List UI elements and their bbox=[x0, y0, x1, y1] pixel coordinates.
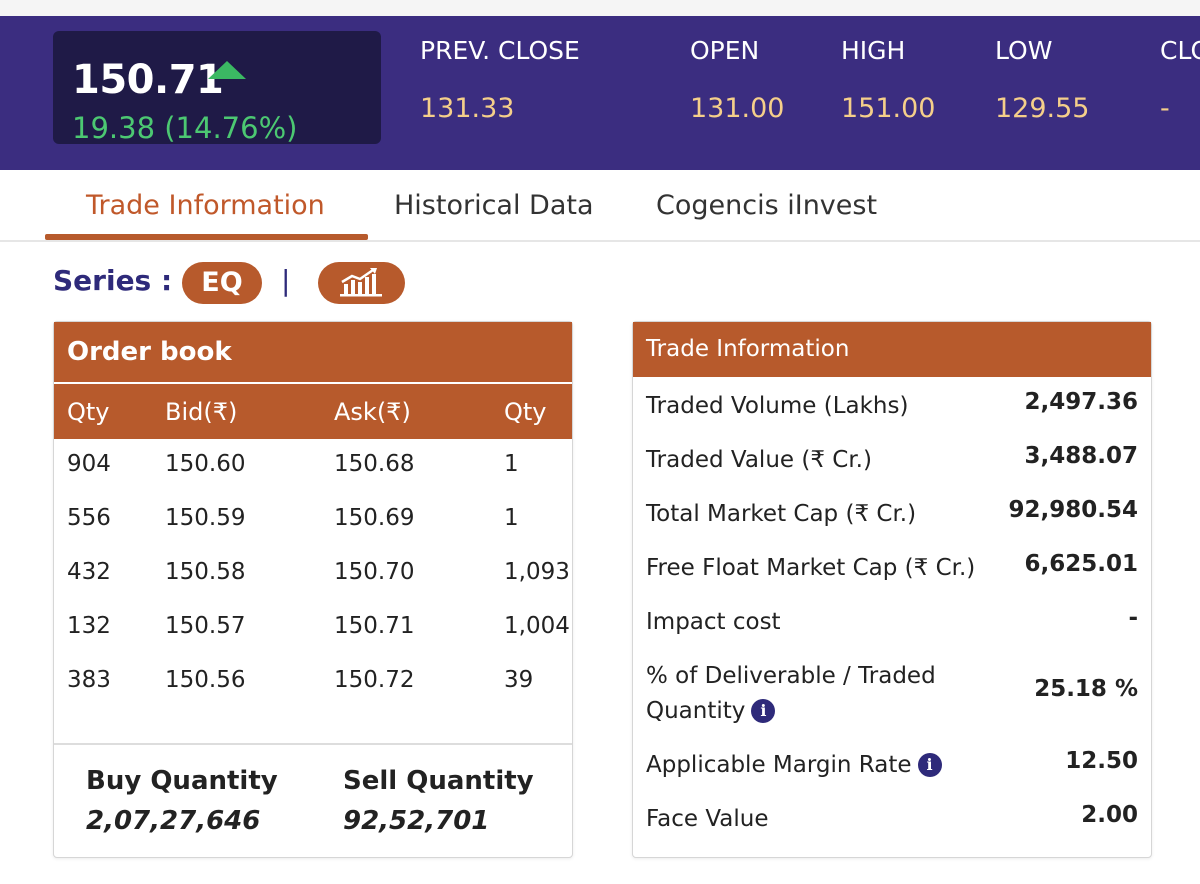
bid-qty: 556 bbox=[67, 505, 111, 531]
bid-qty: 383 bbox=[67, 667, 111, 693]
tab-bar: Trade Information Historical Data Cogenc… bbox=[0, 170, 1200, 242]
trade-info-value: 2.00 bbox=[1081, 802, 1138, 828]
bid-price: 150.60 bbox=[165, 451, 246, 477]
stat-open: OPEN 131.00 bbox=[690, 36, 784, 124]
order-book-title: Order book bbox=[54, 322, 572, 384]
order-book-divider bbox=[54, 743, 572, 745]
trade-info-row: Applicable Margin Rate i 12.50 bbox=[633, 736, 1151, 790]
stat-label: PREV. CLOSE bbox=[420, 36, 580, 65]
order-book-row: 556 150.59 150.69 1 bbox=[54, 493, 572, 547]
order-book-row: 432 150.58 150.70 1,093 bbox=[54, 547, 572, 601]
trade-info-row: Traded Volume (Lakhs) 2,497.36 bbox=[633, 377, 1151, 431]
sell-quantity-label: Sell Quantity bbox=[343, 766, 534, 796]
ask-qty: 39 bbox=[504, 667, 534, 693]
last-price: 150.71 bbox=[72, 57, 224, 103]
column-header-bid: Bid(₹) bbox=[165, 398, 238, 426]
quote-header: 150.71 19.38 (14.76%) PREV. CLOSE 131.33… bbox=[0, 16, 1200, 170]
trade-info-label: Total Market Cap (₹ Cr.) bbox=[646, 501, 917, 527]
trade-info-value: 2,497.36 bbox=[1024, 389, 1139, 415]
bid-qty: 904 bbox=[67, 451, 111, 477]
bid-price: 150.59 bbox=[165, 505, 246, 531]
buy-quantity-value: 2,07,27,646 bbox=[86, 806, 261, 836]
series-label: Series : bbox=[53, 264, 173, 297]
column-header-ask-qty: Qty bbox=[504, 398, 547, 426]
order-book-header: Qty Bid(₹) Ask(₹) Qty bbox=[54, 384, 572, 439]
column-header-bid-qty: Qty bbox=[67, 398, 110, 426]
stat-value: 131.00 bbox=[690, 93, 785, 124]
ask-qty: 1 bbox=[504, 451, 519, 477]
series-separator: | bbox=[281, 264, 291, 297]
margin-rate-label: Applicable Margin Rate bbox=[646, 752, 912, 778]
trade-info-value: 25.18 % bbox=[1034, 676, 1138, 702]
trade-info-row: Total Market Cap (₹ Cr.) 92,980.54 bbox=[633, 485, 1151, 539]
trade-info-value: - bbox=[1128, 605, 1138, 631]
ask-qty: 1,093 bbox=[504, 559, 570, 585]
ask-price: 150.71 bbox=[334, 613, 415, 639]
trade-info-row: % of Deliverable / Traded Quantity i 25.1… bbox=[633, 647, 1151, 736]
bid-qty: 432 bbox=[67, 559, 111, 585]
stat-low: LOW 129.55 bbox=[995, 36, 1089, 124]
trade-info-row: Traded Value (₹ Cr.) 3,488.07 bbox=[633, 431, 1151, 485]
trade-info-label: % of Deliverable / Traded Quantity i bbox=[646, 659, 936, 729]
trade-info-row: Face Value 2.00 bbox=[633, 790, 1151, 844]
bid-price: 150.56 bbox=[165, 667, 246, 693]
trade-info-label: Impact cost bbox=[646, 609, 781, 635]
trade-information-panel: Trade Information Traded Volume (Lakhs) … bbox=[632, 321, 1152, 858]
stat-label: OPEN bbox=[690, 36, 760, 65]
ask-price: 150.68 bbox=[334, 451, 415, 477]
stat-value: 151.00 bbox=[841, 93, 936, 124]
stat-value: 131.33 bbox=[420, 93, 515, 124]
chart-button[interactable] bbox=[318, 262, 405, 304]
top-strip bbox=[0, 0, 1200, 16]
trade-info-label: Face Value bbox=[646, 806, 769, 832]
info-icon[interactable]: i bbox=[751, 699, 776, 723]
stat-high: HIGH 151.00 bbox=[841, 36, 935, 124]
buy-quantity-label: Buy Quantity bbox=[86, 766, 278, 796]
active-tab-indicator bbox=[45, 234, 368, 240]
trade-info-row: Free Float Market Cap (₹ Cr.) 6,625.01 bbox=[633, 539, 1151, 593]
tab-cogencis-iinvest[interactable]: Cogencis iInvest bbox=[656, 190, 878, 221]
column-header-ask: Ask(₹) bbox=[334, 398, 411, 426]
deliverable-label-line2: Quantity bbox=[646, 698, 746, 724]
trade-info-row: Impact cost - bbox=[633, 593, 1151, 647]
stat-label: LOW bbox=[995, 36, 1053, 65]
trade-info-value: 12.50 bbox=[1065, 748, 1138, 774]
trade-information-title: Trade Information bbox=[633, 322, 1151, 377]
order-book-row: 383 150.56 150.72 39 bbox=[54, 655, 572, 709]
ask-price: 150.70 bbox=[334, 559, 415, 585]
tab-historical-data[interactable]: Historical Data bbox=[394, 190, 594, 221]
stat-value: - bbox=[1160, 93, 1170, 124]
ask-qty: 1,004 bbox=[504, 613, 570, 639]
order-book-panel: Order book Qty Bid(₹) Ask(₹) Qty 904 150… bbox=[53, 321, 573, 858]
stat-value: 129.55 bbox=[995, 93, 1090, 124]
deliverable-label-line1: % of Deliverable / Traded bbox=[646, 663, 936, 689]
up-arrow-icon bbox=[208, 61, 246, 79]
trade-info-value: 92,980.54 bbox=[1008, 497, 1139, 523]
trade-info-value: 6,625.01 bbox=[1024, 551, 1139, 577]
order-book-row: 904 150.60 150.68 1 bbox=[54, 439, 572, 493]
stat-prev-close: PREV. CLOSE 131.33 bbox=[420, 36, 580, 124]
info-icon[interactable]: i bbox=[917, 753, 942, 777]
trade-info-label: Traded Value (₹ Cr.) bbox=[646, 447, 872, 473]
stat-label: HIGH bbox=[841, 36, 906, 65]
ask-price: 150.72 bbox=[334, 667, 415, 693]
trade-info-label: Traded Volume (Lakhs) bbox=[646, 393, 909, 419]
bar-chart-icon bbox=[340, 268, 382, 297]
price-change: 19.38 (14.76%) bbox=[72, 111, 298, 145]
sell-quantity-value: 92,52,701 bbox=[343, 806, 490, 836]
ask-price: 150.69 bbox=[334, 505, 415, 531]
bid-price: 150.57 bbox=[165, 613, 246, 639]
bid-price: 150.58 bbox=[165, 559, 246, 585]
series-eq-button[interactable]: EQ bbox=[182, 262, 262, 304]
ask-qty: 1 bbox=[504, 505, 519, 531]
order-book-row: 132 150.57 150.71 1,004 bbox=[54, 601, 572, 655]
bid-qty: 132 bbox=[67, 613, 111, 639]
tab-trade-information[interactable]: Trade Information bbox=[86, 190, 325, 221]
stat-label: CLOSE bbox=[1160, 36, 1200, 65]
trade-info-label: Free Float Market Cap (₹ Cr.) bbox=[646, 555, 976, 581]
stat-close: CLOSE - bbox=[1160, 36, 1200, 124]
last-price-box: 150.71 19.38 (14.76%) bbox=[53, 31, 381, 145]
trade-info-value: 3,488.07 bbox=[1024, 443, 1139, 469]
trade-info-label: Applicable Margin Rate i bbox=[646, 748, 942, 783]
